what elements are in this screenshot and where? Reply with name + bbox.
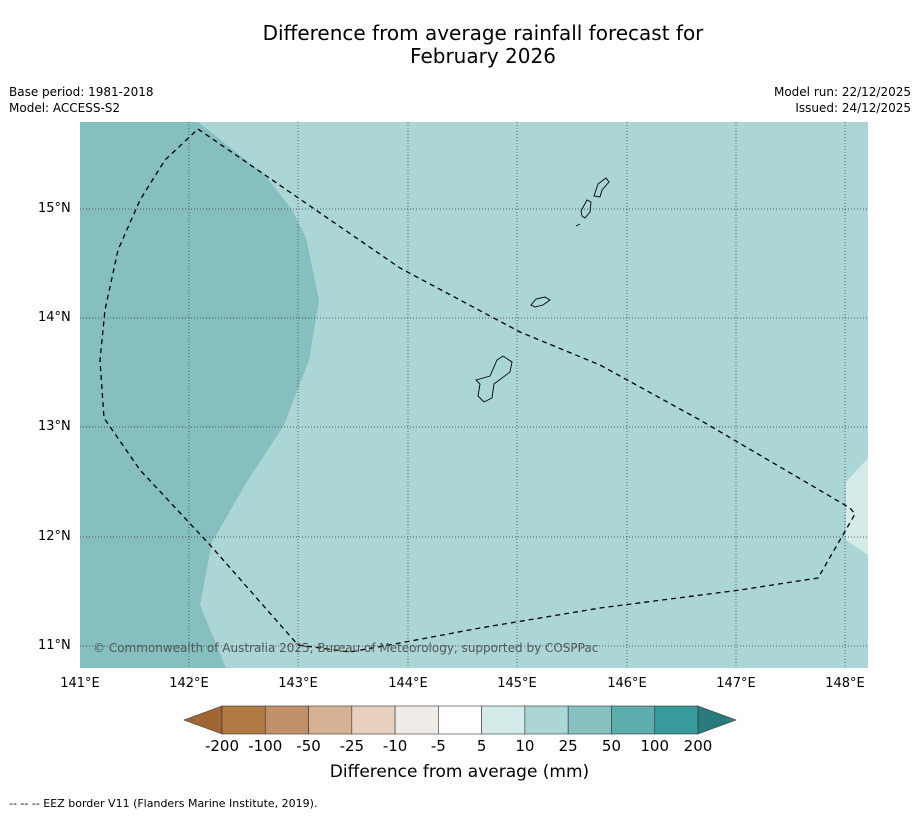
colorbar-tick-label: 200 <box>683 737 713 755</box>
colorbar-tick-label: 10 <box>515 737 535 755</box>
saipan-island <box>593 177 610 198</box>
lon-label-145: 145°E <box>497 676 537 691</box>
model-run: Model run: 22/12/2025 <box>773 85 911 99</box>
colorbar-title: Difference from average (mm) <box>329 762 590 782</box>
colorbar <box>183 705 737 735</box>
aguijan-island <box>575 223 581 227</box>
colorbar-swatch <box>611 705 656 735</box>
colorbar-tick-label: -10 <box>382 737 408 755</box>
colorbar-swatch <box>394 705 439 735</box>
colorbar-tick-label: 25 <box>558 737 578 755</box>
lon-label-141: 141°E <box>60 676 100 691</box>
colorbar-tick-label: 5 <box>476 737 487 755</box>
colorbar-swatch <box>438 705 482 735</box>
rota-island <box>530 296 551 308</box>
lat-label-11: 11°N <box>38 638 71 653</box>
colorbar-swatch <box>221 705 266 735</box>
colorbar-swatch <box>481 705 526 735</box>
colorbar-tick-label: -100 <box>248 737 283 755</box>
title-line-2: February 2026 <box>410 44 556 68</box>
colorbar-swatch <box>654 705 699 735</box>
guam-island <box>475 355 513 403</box>
colorbar-tick-label: -50 <box>296 737 321 755</box>
colorbar-swatch <box>567 705 612 735</box>
meta-left: Base period: 1981-2018 Model: ACCESS-S2 <box>9 84 154 116</box>
colorbar-swatch <box>264 705 309 735</box>
colorbar-tick-label: -200 <box>204 737 240 755</box>
lat-label-13: 13°N <box>38 419 71 434</box>
region-5-10 <box>846 458 868 555</box>
lon-label-148: 148°E <box>825 676 865 691</box>
colorbar-extend-high <box>697 705 737 735</box>
lon-label-147: 147°E <box>716 676 756 691</box>
colorbar-swatch <box>308 705 353 735</box>
lat-label-14: 14°N <box>38 310 71 325</box>
gridlines <box>80 122 868 668</box>
colorbar-swatch <box>351 705 396 735</box>
model-name: Model: ACCESS-S2 <box>9 101 121 115</box>
lon-label-146: 146°E <box>607 676 647 691</box>
issued-date: Issued: 24/12/2025 <box>795 101 911 115</box>
eez-border <box>99 128 856 653</box>
meta-right: Model run: 22/12/2025 Issued: 24/12/2025 <box>774 84 911 116</box>
colorbar-swatch <box>524 705 569 735</box>
base-period: Base period: 1981-2018 <box>9 85 154 99</box>
colorbar-tick-label: -25 <box>339 737 365 755</box>
colorbar-tick-label: 50 <box>601 737 621 755</box>
copyright-notice: © Commonwealth of Australia 2025, Bureau… <box>93 641 599 655</box>
eez-legend-footer: -- -- -- EEZ border V11 (Flanders Marine… <box>9 797 318 810</box>
map-title: Difference from average rainfall forecas… <box>0 22 919 68</box>
lat-label-15: 15°N <box>38 201 71 216</box>
colorbar-tick-label: 100 <box>640 737 670 755</box>
lon-label-144: 144°E <box>388 676 428 691</box>
colorbar-tick-label: -5 <box>430 737 446 755</box>
region-25-50 <box>80 122 319 668</box>
lon-label-142: 142°E <box>169 676 209 691</box>
colorbar-extend-low <box>183 705 223 735</box>
title-line-1: Difference from average rainfall forecas… <box>262 21 704 45</box>
tinian-island <box>580 199 592 219</box>
lat-label-12: 12°N <box>38 529 71 544</box>
lon-label-143: 143°E <box>278 676 318 691</box>
